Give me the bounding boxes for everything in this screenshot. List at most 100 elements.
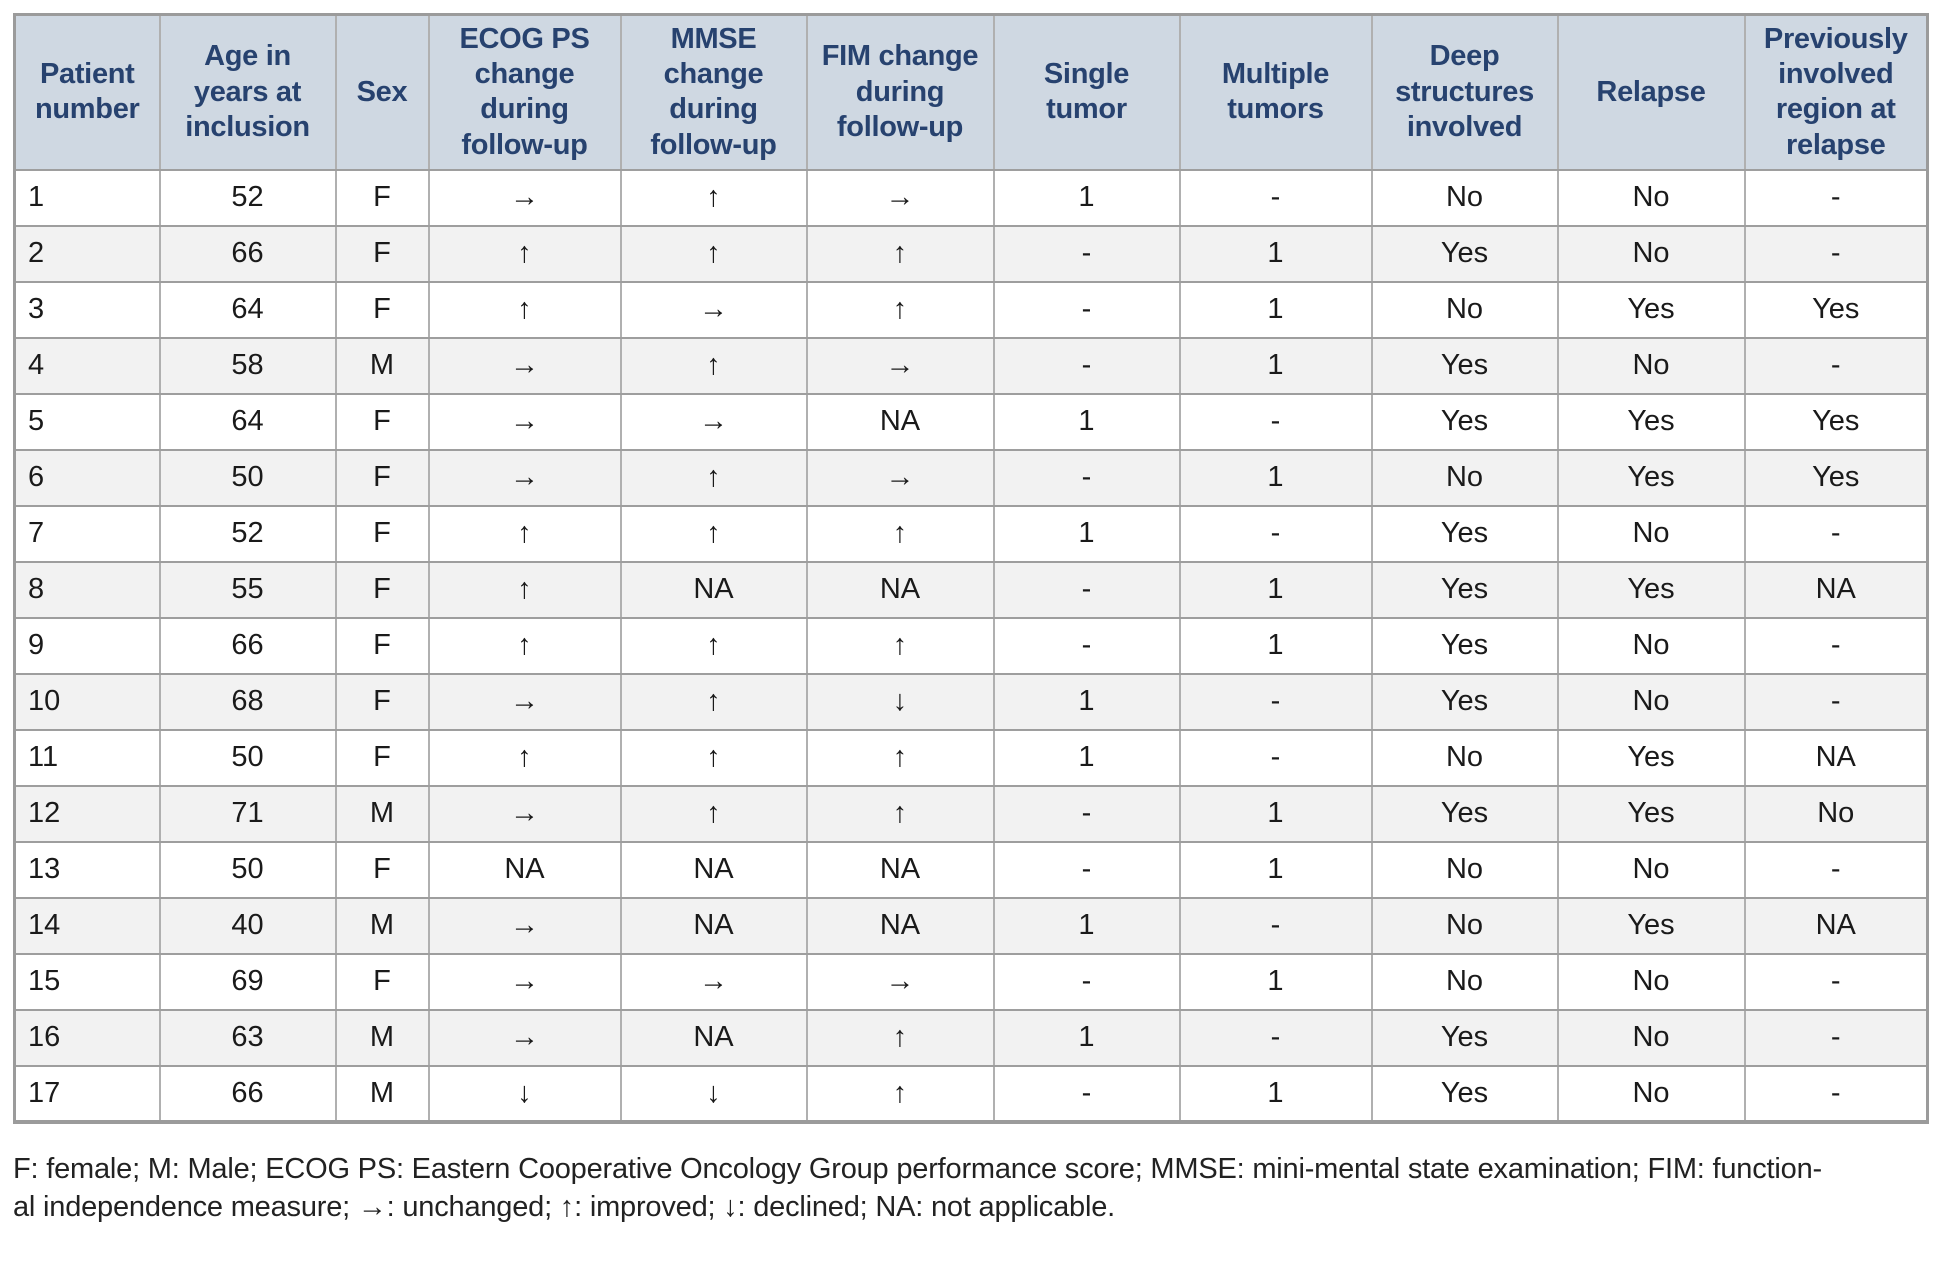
cell-single-tumor: 1	[992, 672, 1181, 731]
cell-previously-involved-region: -	[1743, 672, 1929, 731]
cell-previously-involved-region: -	[1743, 952, 1929, 1011]
cell-deep-structures-involved: Yes	[1370, 616, 1559, 675]
cell-patient-number: 8	[13, 560, 161, 619]
cell-previously-involved-region: -	[1743, 224, 1929, 283]
cell-mmse-change: NA	[619, 560, 808, 619]
cell-patient-number: 16	[13, 1008, 161, 1067]
cell-sex: F	[334, 672, 430, 731]
table-row: 1 52 F → ↑ → 1- No No -	[13, 168, 1929, 227]
cell-age-at-inclusion: 40	[158, 896, 337, 955]
table-footnote: F: female; M: Male; ECOG PS: Eastern Coo…	[13, 1152, 1822, 1223]
cell-fim-change: →	[805, 168, 995, 227]
cell-mmse-change: NA	[619, 1008, 808, 1067]
cell-mmse-change: ↑	[619, 616, 808, 675]
column-header-patient-number: Patient number	[13, 13, 161, 171]
table-row: 12 71 M → ↑ ↑ -1 Yes Yes No	[13, 784, 1929, 843]
cell-deep-structures-involved: No	[1370, 896, 1559, 955]
cell-previously-involved-region: NA	[1743, 896, 1929, 955]
cell-multiple-tumors: 1	[1178, 560, 1373, 619]
cell-sex: F	[334, 280, 430, 339]
cell-fim-change: ↑	[805, 784, 995, 843]
cell-deep-structures-involved: Yes	[1370, 1064, 1559, 1123]
cell-ecog-ps-change: →	[427, 672, 622, 731]
cell-previously-involved-region: Yes	[1743, 392, 1929, 451]
cell-relapse: Yes	[1556, 896, 1746, 955]
cell-mmse-change: ↑	[619, 336, 808, 395]
cell-single-tumor: -	[992, 784, 1181, 843]
cell-previously-involved-region: -	[1743, 1008, 1929, 1067]
cell-relapse: No	[1556, 1008, 1746, 1067]
cell-age-at-inclusion: 52	[158, 504, 337, 563]
cell-ecog-ps-change: →	[427, 952, 622, 1011]
table-row: 2 66 F ↑ ↑ ↑ -1 Yes No -	[13, 224, 1929, 283]
cell-deep-structures-involved: No	[1370, 840, 1559, 899]
cell-mmse-change: NA	[619, 896, 808, 955]
table-row: 16 63 M → NA ↑ 1- Yes No -	[13, 1008, 1929, 1067]
cell-ecog-ps-change: ↑	[427, 616, 622, 675]
cell-relapse: No	[1556, 1064, 1746, 1123]
cell-multiple-tumors: -	[1178, 168, 1373, 227]
cell-deep-structures-involved: Yes	[1370, 1008, 1559, 1067]
cell-multiple-tumors: 1	[1178, 1064, 1373, 1123]
cell-relapse: Yes	[1556, 560, 1746, 619]
column-header-ecog-ps-change: ECOG PS change during follow-up	[427, 13, 622, 171]
cell-deep-structures-involved: Yes	[1370, 672, 1559, 731]
cell-single-tumor: 1	[992, 1008, 1181, 1067]
cell-fim-change: ↑	[805, 728, 995, 787]
cell-multiple-tumors: 1	[1178, 952, 1373, 1011]
table-row: 13 50 F NA NA NA -1 No No -	[13, 840, 1929, 899]
cell-ecog-ps-change: →	[427, 336, 622, 395]
cell-deep-structures-involved: No	[1370, 728, 1559, 787]
cell-ecog-ps-change: →	[427, 168, 622, 227]
cell-single-tumor: -	[992, 616, 1181, 675]
cell-deep-structures-involved: Yes	[1370, 224, 1559, 283]
cell-multiple-tumors: 1	[1178, 616, 1373, 675]
column-header-mmse-change: MMSE change during follow-up	[619, 13, 808, 171]
cell-age-at-inclusion: 69	[158, 952, 337, 1011]
cell-mmse-change: →	[619, 952, 808, 1011]
cell-multiple-tumors: -	[1178, 672, 1373, 731]
cell-patient-number: 17	[13, 1064, 161, 1123]
cell-relapse: Yes	[1556, 448, 1746, 507]
table-row: 10 68 F → ↑ ↓ 1- Yes No -	[13, 672, 1929, 731]
cell-previously-involved-region: NA	[1743, 728, 1929, 787]
cell-mmse-change: →	[619, 392, 808, 451]
cell-single-tumor: 1	[992, 168, 1181, 227]
cell-multiple-tumors: 1	[1178, 336, 1373, 395]
cell-ecog-ps-change: ↑	[427, 504, 622, 563]
cell-sex: M	[334, 896, 430, 955]
cell-age-at-inclusion: 64	[158, 392, 337, 451]
cell-deep-structures-involved: No	[1370, 448, 1559, 507]
cell-ecog-ps-change: ↓	[427, 1064, 622, 1123]
cell-sex: M	[334, 1008, 430, 1067]
cell-fim-change: ↑	[805, 504, 995, 563]
cell-single-tumor: 1	[992, 392, 1181, 451]
cell-patient-number: 9	[13, 616, 161, 675]
cell-patient-number: 10	[13, 672, 161, 731]
cell-sex: F	[334, 392, 430, 451]
cell-age-at-inclusion: 71	[158, 784, 337, 843]
cell-age-at-inclusion: 68	[158, 672, 337, 731]
cell-deep-structures-involved: Yes	[1370, 784, 1559, 843]
cell-mmse-change: ↑	[619, 504, 808, 563]
cell-age-at-inclusion: 58	[158, 336, 337, 395]
cell-deep-structures-involved: No	[1370, 168, 1559, 227]
cell-fim-change: →	[805, 448, 995, 507]
header-row: Patient number Age in years at inclusion S…	[13, 13, 1929, 171]
table-row: 8 55 F ↑ NA NA -1 Yes Yes NA	[13, 560, 1929, 619]
cell-relapse: No	[1556, 840, 1746, 899]
cell-fim-change: ↑	[805, 1064, 995, 1123]
cell-relapse: Yes	[1556, 392, 1746, 451]
cell-multiple-tumors: 1	[1178, 784, 1373, 843]
cell-mmse-change: ↓	[619, 1064, 808, 1123]
cell-multiple-tumors: -	[1178, 896, 1373, 955]
cell-sex: F	[334, 560, 430, 619]
table-row: 4 58 M → ↑ → -1 Yes No -	[13, 336, 1929, 395]
cell-multiple-tumors: 1	[1178, 280, 1373, 339]
cell-age-at-inclusion: 66	[158, 224, 337, 283]
column-header-relapse: Relapse	[1556, 13, 1746, 171]
cell-deep-structures-involved: No	[1370, 952, 1559, 1011]
cell-patient-number: 7	[13, 504, 161, 563]
cell-sex: F	[334, 504, 430, 563]
cell-deep-structures-involved: No	[1370, 280, 1559, 339]
